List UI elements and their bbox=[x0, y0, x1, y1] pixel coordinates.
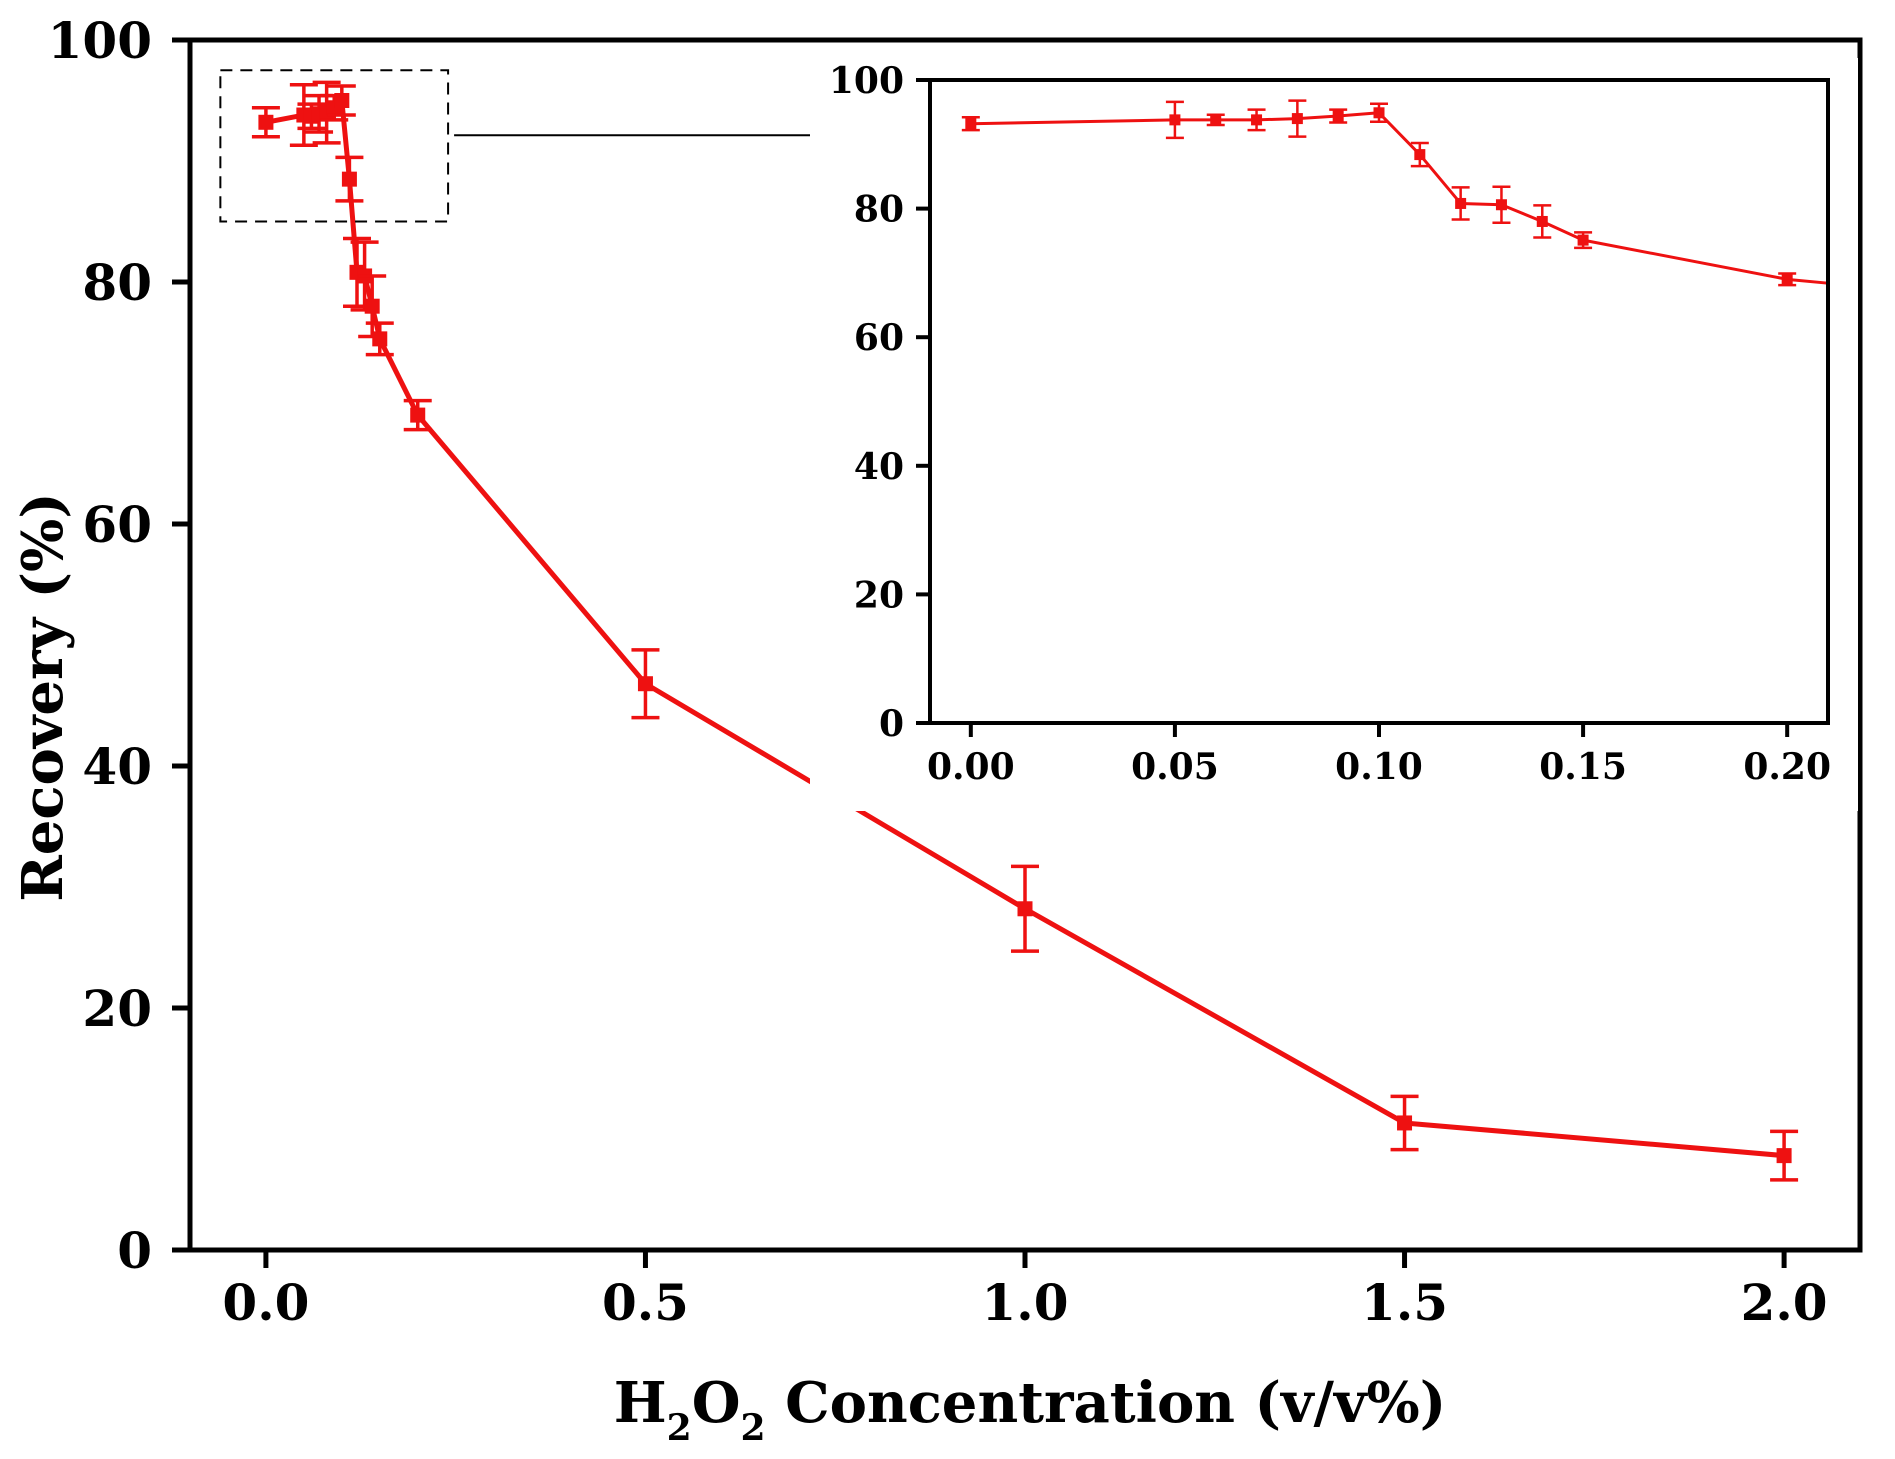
main-data-point bbox=[372, 331, 388, 347]
inset-x-tick-label: 0.05 bbox=[1131, 746, 1219, 788]
main-y-tick-label: 100 bbox=[48, 11, 152, 70]
inset-x-tick-label: 0.10 bbox=[1335, 746, 1423, 788]
inset-data-point bbox=[1373, 107, 1385, 119]
main-y-tick-label: 40 bbox=[82, 737, 152, 796]
inset-series-layer bbox=[961, 99, 1829, 287]
inset-data-point bbox=[965, 118, 977, 130]
inset-data-point bbox=[1251, 114, 1263, 126]
main-data-point bbox=[1017, 901, 1033, 917]
inset-plot-panel: 0.00 0.05 0.10 0.15 0.20 0 20 40 60 80 100 bbox=[810, 58, 1858, 811]
main-data-point bbox=[1397, 1115, 1413, 1131]
inset-data-point bbox=[1781, 273, 1793, 285]
inset-background bbox=[810, 58, 1858, 811]
main-x-tick-label: 0.5 bbox=[602, 1273, 689, 1332]
inset-series-line bbox=[970, 111, 1829, 285]
main-x-tick-label: 0.0 bbox=[222, 1273, 309, 1332]
main-data-point bbox=[410, 407, 426, 423]
zoom-region-box bbox=[219, 69, 450, 223]
inset-x-axis: 0.00 0.05 0.10 0.15 0.20 bbox=[927, 723, 1831, 788]
main-x-tick-label: 1.5 bbox=[1361, 1273, 1448, 1332]
main-x-axis: 0.0 0.5 1.0 1.5 2.0 bbox=[222, 1250, 1828, 1332]
main-x-tick-label: 1.0 bbox=[982, 1273, 1069, 1332]
inset-y-tick-label: 0 bbox=[879, 703, 904, 745]
x-axis-title-sub-1: 2 bbox=[667, 1407, 692, 1449]
main-plot-panel: 0.0 0.5 1.0 1.5 2.0 0 20 40 60 80 100 bbox=[48, 11, 1863, 1332]
y-axis-title: Recovery (%) bbox=[10, 492, 76, 902]
inset-x-tick-label: 0.15 bbox=[1539, 746, 1627, 788]
main-y-axis: 0 20 40 60 80 100 bbox=[48, 11, 190, 1280]
inset-x-tick-label: 0.00 bbox=[927, 746, 1015, 788]
x-axis-title-o: O bbox=[692, 1370, 741, 1436]
main-data-point bbox=[334, 93, 350, 108]
x-axis-title-h: H bbox=[614, 1370, 667, 1436]
x-axis-title: H2O2 Concentration (v/v%) bbox=[614, 1370, 1447, 1449]
inset-y-tick-label: 20 bbox=[854, 574, 904, 616]
main-data-point bbox=[258, 114, 274, 130]
main-y-tick-label: 20 bbox=[82, 979, 152, 1038]
inset-y-tick-label: 60 bbox=[854, 317, 904, 359]
inset-y-tick-label: 80 bbox=[854, 189, 904, 231]
main-x-tick-label: 2.0 bbox=[1741, 1273, 1828, 1332]
inset-y-tick-label: 40 bbox=[854, 446, 904, 488]
inset-data-point bbox=[1332, 110, 1344, 122]
inset-data-point bbox=[1495, 199, 1507, 211]
main-data-point bbox=[341, 171, 357, 187]
main-data-point bbox=[1776, 1148, 1792, 1164]
inset-y-tick-label: 100 bbox=[829, 60, 904, 102]
main-y-tick-label: 80 bbox=[82, 253, 152, 312]
inset-data-point bbox=[1210, 114, 1222, 126]
main-series-layer bbox=[251, 80, 1799, 1182]
main-data-point bbox=[364, 298, 380, 314]
x-axis-title-sub-2: 2 bbox=[741, 1407, 766, 1449]
main-y-tick-label: 0 bbox=[117, 1221, 152, 1280]
inset-x-tick-label: 0.20 bbox=[1743, 746, 1831, 788]
main-y-tick-label: 60 bbox=[82, 495, 152, 554]
inset-data-point bbox=[1577, 234, 1589, 246]
inset-data-point bbox=[1455, 197, 1467, 209]
x-axis-title-rest: Concentration (v/v%) bbox=[766, 1370, 1447, 1436]
inset-data-point bbox=[1536, 215, 1548, 227]
main-data-point bbox=[637, 676, 653, 692]
inset-data-point bbox=[1414, 149, 1426, 161]
inset-data-point bbox=[1169, 114, 1181, 126]
inset-data-point bbox=[1291, 113, 1303, 125]
inset-y-axis: 0 20 40 60 80 100 bbox=[829, 60, 930, 745]
